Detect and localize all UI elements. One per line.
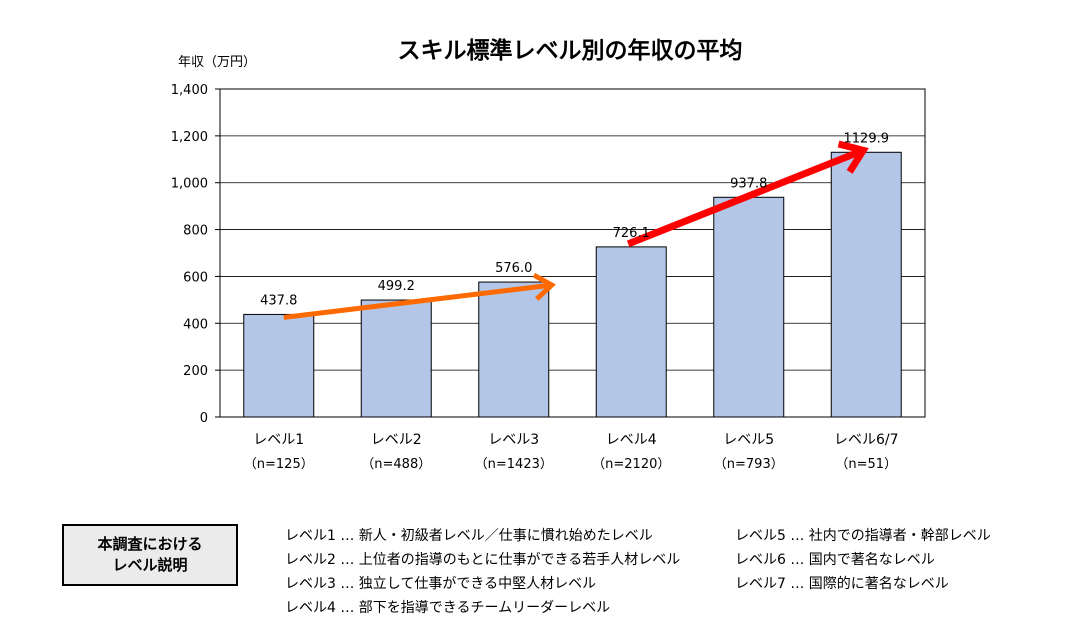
level-description-box: 本調査における レベル説明	[62, 524, 238, 586]
sample-size-label: （n=2120）	[592, 457, 670, 472]
bar-value-label: 937.8	[730, 176, 767, 191]
trend-arrow-orange-shaft	[283, 282, 550, 320]
sample-size-label: （n=51）	[835, 457, 897, 472]
level-descriptions-right: レベル5 … 社内での指導者・幹部レベル レベル6 … 国内で著名なレベル レベ…	[735, 524, 991, 596]
plot-area	[219, 88, 926, 418]
level-box-line-1: 本調査における	[97, 535, 203, 553]
bar	[595, 246, 667, 418]
sample-size-label: （n=488）	[361, 457, 431, 472]
y-tick-label: 800	[183, 224, 208, 239]
level-description: レベル5 … 社内での指導者・幹部レベル	[735, 528, 991, 544]
sample-size-label: （n=1423）	[475, 457, 553, 472]
bar	[478, 281, 550, 418]
sample-size-label: （n=793）	[714, 457, 784, 472]
y-tick-label: 1,000	[171, 177, 208, 192]
x-tick-label: レベル4	[606, 432, 657, 448]
bar-value-label: 1129.9	[844, 131, 890, 146]
y-tick-label: 600	[183, 270, 208, 285]
trend-arrow-red-shaft	[626, 148, 861, 248]
level-description: レベル2 … 上位者の指導のもとに仕事ができる若手人材レベル	[285, 552, 681, 568]
y-tick-label: 1,400	[171, 83, 208, 98]
x-tick-label: レベル1	[253, 432, 304, 448]
bar-value-label: 726.1	[613, 226, 650, 241]
level-description: レベル6 … 国内で著名なレベル	[735, 552, 935, 568]
bar-value-label: 576.0	[495, 261, 532, 276]
y-tick-label: 0	[200, 411, 208, 426]
chart-title: スキル標準レベル別の年収の平均	[398, 37, 743, 64]
level-description: レベル7 … 国際的に著名なレベル	[735, 576, 949, 592]
bar-value-label: 499.2	[378, 279, 415, 294]
bar-chart: スキル標準レベル別の年収の平均 年収（万円） 0 200 400 600 800 1,00…	[171, 37, 926, 472]
trend-arrow-red-head	[837, 140, 869, 174]
bar	[360, 299, 432, 418]
bar-value-label: 437.8	[260, 293, 297, 308]
level-descriptions-left: レベル1 … 新人・初級者レベル／仕事に慣れ始めたレベル レベル2 … 上位者の…	[285, 524, 680, 620]
x-tick-label: レベル2	[371, 432, 422, 448]
y-axis-label: 年収（万円）	[178, 55, 256, 70]
x-tick-label: レベル6/7	[834, 432, 899, 448]
x-tick-label: レベル5	[723, 432, 774, 448]
level-box-line-2: レベル説明	[112, 556, 188, 574]
sample-size-label: （n=125）	[244, 457, 314, 472]
bar	[243, 313, 315, 418]
x-tick-label: レベル3	[488, 432, 539, 448]
level-description: レベル3 … 独立して仕事ができる中堅人材レベル	[285, 576, 597, 592]
y-tick-label: 1,200	[171, 130, 208, 145]
level-description: レベル1 … 新人・初級者レベル／仕事に慣れ始めたレベル	[285, 528, 653, 544]
trend-arrow-orange-head	[532, 272, 556, 301]
y-tick-label: 400	[183, 317, 208, 332]
level-description: レベル4 … 部下を指導できるチームリーダーレベル	[285, 600, 611, 616]
bar	[830, 151, 902, 418]
y-tick-label: 200	[183, 364, 208, 379]
bar	[713, 196, 785, 418]
